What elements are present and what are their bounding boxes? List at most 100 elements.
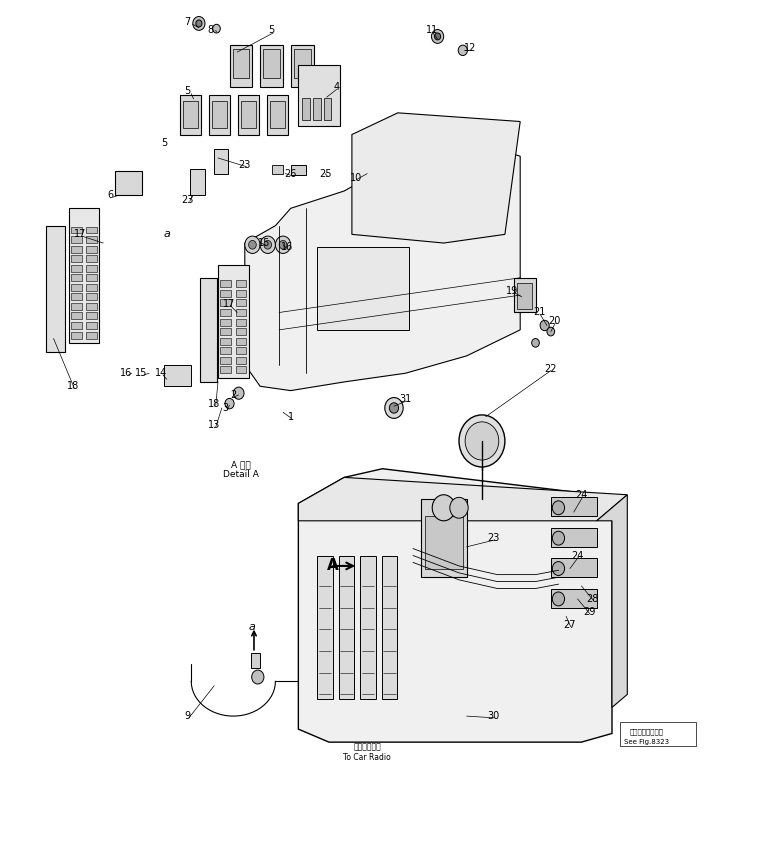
Bar: [267, 95, 288, 135]
Text: 15: 15: [135, 368, 148, 378]
Bar: [272, 165, 283, 174]
Bar: [220, 309, 231, 316]
Text: 23: 23: [239, 160, 251, 170]
Text: 23: 23: [487, 533, 500, 543]
Circle shape: [540, 320, 549, 331]
Bar: [236, 338, 246, 345]
Bar: [551, 528, 597, 547]
Text: 7: 7: [184, 16, 190, 27]
Bar: [71, 293, 82, 300]
Circle shape: [264, 240, 272, 249]
Bar: [236, 366, 246, 373]
Text: 20: 20: [549, 316, 561, 326]
Circle shape: [233, 387, 244, 399]
Bar: [260, 45, 283, 87]
Circle shape: [279, 240, 287, 249]
Text: See Fig.8323: See Fig.8323: [624, 740, 669, 745]
Text: 4: 4: [334, 82, 340, 92]
Bar: [236, 347, 246, 354]
Circle shape: [552, 531, 565, 545]
Bar: [200, 278, 217, 382]
Circle shape: [213, 24, 220, 33]
Bar: [164, 365, 191, 386]
Circle shape: [459, 415, 505, 467]
Bar: [86, 312, 97, 319]
Text: 6: 6: [108, 190, 114, 201]
Bar: [236, 290, 246, 297]
Text: 5: 5: [269, 25, 275, 36]
Bar: [551, 558, 597, 577]
Bar: [317, 556, 333, 699]
Polygon shape: [352, 113, 520, 243]
Bar: [317, 247, 409, 330]
Bar: [183, 101, 198, 128]
Bar: [291, 45, 314, 87]
Text: 13: 13: [208, 420, 220, 431]
Text: 17: 17: [74, 229, 86, 240]
Bar: [421, 499, 467, 577]
Text: 11: 11: [426, 25, 438, 36]
Text: 19: 19: [506, 286, 519, 296]
Bar: [86, 255, 97, 262]
Text: 9: 9: [184, 711, 190, 721]
Text: Detail A: Detail A: [223, 470, 259, 479]
Bar: [86, 227, 97, 233]
Circle shape: [389, 403, 399, 413]
Text: A 訳注: A 訳注: [231, 460, 251, 469]
Text: 25: 25: [319, 168, 331, 179]
Bar: [86, 303, 97, 310]
Bar: [251, 653, 260, 668]
Bar: [620, 722, 696, 746]
Bar: [190, 169, 205, 195]
Text: 16: 16: [281, 242, 293, 253]
Bar: [298, 65, 340, 126]
Bar: [214, 149, 228, 174]
Bar: [514, 278, 536, 312]
Bar: [220, 347, 231, 354]
Text: 24: 24: [575, 490, 588, 500]
Bar: [71, 265, 82, 272]
Bar: [236, 357, 246, 364]
Text: 30: 30: [487, 711, 500, 721]
Bar: [71, 322, 82, 329]
Bar: [236, 280, 246, 287]
Text: 15: 15: [258, 238, 270, 248]
Circle shape: [435, 33, 441, 40]
Bar: [425, 516, 463, 569]
Bar: [86, 246, 97, 253]
Circle shape: [552, 592, 565, 606]
Bar: [233, 49, 249, 78]
Bar: [339, 556, 354, 699]
Text: 2: 2: [230, 390, 236, 400]
Bar: [69, 208, 99, 343]
Circle shape: [547, 327, 555, 336]
Bar: [236, 328, 246, 335]
Text: 23: 23: [181, 194, 194, 205]
Bar: [263, 49, 280, 78]
Text: 3: 3: [223, 403, 229, 413]
Text: 12: 12: [464, 43, 477, 53]
Bar: [324, 98, 331, 120]
Text: 10: 10: [350, 173, 362, 183]
Bar: [360, 556, 376, 699]
Text: 27: 27: [564, 620, 576, 630]
Bar: [220, 290, 231, 297]
Bar: [86, 293, 97, 300]
Bar: [115, 171, 142, 195]
Bar: [220, 366, 231, 373]
Bar: [86, 284, 97, 291]
Text: 5: 5: [184, 86, 190, 96]
Bar: [220, 357, 231, 364]
Bar: [313, 98, 321, 120]
Text: 14: 14: [155, 368, 167, 378]
Text: 1: 1: [288, 411, 294, 422]
Bar: [291, 165, 306, 175]
Bar: [241, 101, 256, 128]
Bar: [71, 274, 82, 281]
Bar: [270, 101, 285, 128]
Bar: [86, 274, 97, 281]
Text: a: a: [164, 229, 170, 240]
Text: 図８３２３図参照: 図８３２３図参照: [630, 728, 663, 735]
Bar: [218, 265, 249, 378]
Bar: [46, 226, 65, 352]
